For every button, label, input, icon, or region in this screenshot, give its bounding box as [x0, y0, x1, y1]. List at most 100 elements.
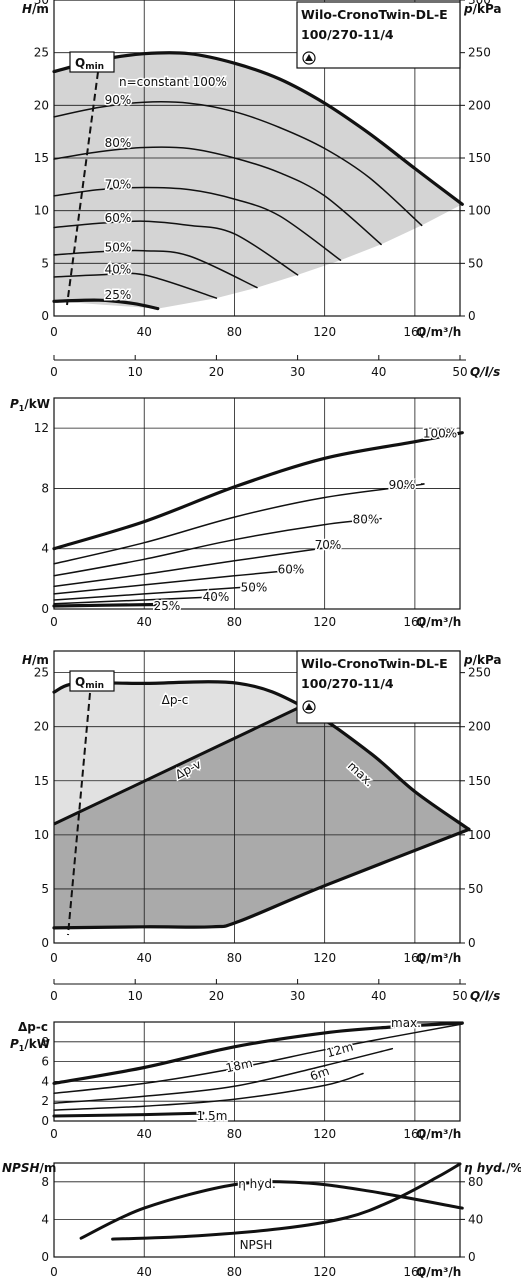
c5-xlabel: Q/m³/h: [416, 1265, 461, 1279]
c2-series-60%: [53, 569, 299, 595]
c1-series-label: 90%: [105, 93, 132, 107]
c2-x-tick-label: 120: [313, 615, 336, 629]
c3-title-line2: 100/270-11/4: [301, 676, 394, 691]
c2-series-50%: [53, 585, 258, 601]
c1-series-label: 70%: [105, 177, 132, 191]
c3-qmin-line: [67, 692, 91, 936]
c3-series-min: [52, 827, 471, 930]
c1-series-80%: [53, 146, 382, 246]
c4-x-tick-label: 80: [227, 1127, 242, 1141]
lines-layer: [52, 51, 471, 1241]
c3-qmin-box: [69, 670, 115, 692]
c2-y-tick-label: 8: [41, 481, 49, 495]
c5-y-tick-label: 0: [41, 1250, 49, 1264]
c3-y-tick-label: 10: [34, 828, 49, 842]
c5-frame: [53, 1162, 461, 1258]
c5-y-tick-label: 8: [41, 1175, 49, 1189]
fill-layer: [54, 52, 469, 928]
c3-ls-tick-label: 0: [50, 989, 58, 1003]
c1-series-label: 80%: [105, 136, 132, 150]
c4-series-1.5m: [52, 1111, 205, 1118]
c2-series-90%: [53, 483, 425, 565]
c3-ls-unit: Q/l/s: [470, 989, 500, 1003]
c3-y2label: p/kPa: [463, 653, 502, 667]
c2-x-tick-label: 0: [50, 615, 58, 629]
c3-y-tick-label: 15: [34, 774, 49, 788]
c1-series-label: 40%: [105, 263, 132, 277]
c1-ls-unit: Q/l/s: [470, 365, 500, 379]
c5-series-npsh: [111, 1162, 462, 1241]
c4-y-tick-label: 0: [41, 1114, 49, 1128]
c1-ls-tick-label: 20: [209, 365, 224, 379]
c4-series-label: 1.5m: [197, 1109, 228, 1123]
c1-y2-tick-label: 300: [468, 0, 491, 7]
c1-series-100%: [52, 51, 464, 206]
c3-ls-tick-label: 40: [371, 989, 386, 1003]
c2-series-80%: [53, 517, 382, 577]
c2-x-tick-label: 40: [137, 615, 152, 629]
c1-series-25%: [52, 298, 160, 311]
c4-x-tick-label: 120: [313, 1127, 336, 1141]
c3-y-tick-label: 20: [34, 720, 49, 734]
c4-y-tick-label: 4: [41, 1074, 49, 1088]
c3-y2-tick-label: 0: [468, 936, 476, 950]
c5-y2-tick-label: 0: [468, 1250, 476, 1264]
c3-ls-tick-label: 30: [290, 989, 305, 1003]
c1-y2-tick-label: 50: [468, 256, 483, 270]
c3-ls-tick-label: 10: [128, 989, 143, 1003]
c2-series-label: 40%: [203, 590, 230, 604]
c5-x-tick-label: 0: [50, 1265, 58, 1279]
c1-qmin-line: [66, 71, 99, 306]
c1-y-tick-label: 5: [41, 256, 49, 270]
c2-xlabel: Q/m³/h: [416, 615, 461, 629]
c3-y2-tick-label: 150: [468, 774, 491, 788]
c1-ls-tick-label: 50: [452, 365, 467, 379]
c1-title-line1: Wilo-CronoTwin-DL-E: [301, 7, 448, 22]
c3-x-tick-label: 160: [403, 951, 426, 965]
c3-pump-symbol-arrow: [305, 703, 313, 710]
c1-y-tick-label: 25: [34, 46, 49, 60]
c2-series-label: 60%: [278, 562, 305, 576]
c1-ls-tick-label: 30: [290, 365, 305, 379]
c3-title-box: [296, 650, 461, 724]
c1-y-tick-label: 20: [34, 98, 49, 112]
c5-x-tick-label: 160: [403, 1265, 426, 1279]
c1-pump-symbol-arrow: [305, 54, 313, 61]
c4-ylabel-top: Δp-c: [18, 1020, 48, 1034]
c2-series-label: 100%: [423, 427, 457, 441]
c1-series-60%: [53, 220, 299, 276]
c1-x-tick-label: 40: [137, 325, 152, 339]
c1-y-tick-label: 10: [34, 204, 49, 218]
c1-title-box: [296, 1, 461, 69]
c2-series-label: 80%: [353, 513, 380, 527]
c4-xlabel: Q/m³/h: [416, 1127, 461, 1141]
c1-series-70%: [53, 186, 342, 261]
c4-x-tick-label: 160: [403, 1127, 426, 1141]
c1-series-90%: [53, 101, 423, 227]
c5-x-tick-label: 80: [227, 1265, 242, 1279]
c2-x-tick-label: 80: [227, 615, 242, 629]
c4-y-tick-label: 6: [41, 1055, 49, 1069]
c5-y-tick-label: 4: [41, 1212, 49, 1226]
c5-x-tick-label: 120: [313, 1265, 336, 1279]
c4-series-18m: [53, 1023, 464, 1095]
c5-series-label: η hyd.: [238, 1177, 276, 1191]
c3-ylabel: H/m: [22, 653, 49, 667]
c2-series-100%: [52, 431, 464, 551]
c3-x-tick-label: 40: [137, 951, 152, 965]
c1-y2-tick-label: 100: [468, 204, 491, 218]
c1-constant-label: n=constant 100%: [119, 75, 227, 89]
c3-ls-tick-label: 20: [209, 989, 224, 1003]
c3-y2-tick-label: 50: [468, 882, 483, 896]
c1-series-50%: [53, 249, 258, 289]
c3-series-dpv: [53, 704, 303, 826]
c5-series-eta: [79, 1180, 464, 1240]
c2-y-tick-label: 4: [41, 542, 49, 556]
c3-title-line1: Wilo-CronoTwin-DL-E: [301, 656, 448, 671]
c4-frame: [53, 1021, 461, 1122]
c4-series-6m: [53, 1072, 364, 1111]
c5-ylabel: NPSH/m: [2, 1161, 56, 1175]
c5-y2-tick-label: 80: [468, 1175, 483, 1189]
c1-series-label: 50%: [105, 240, 132, 254]
